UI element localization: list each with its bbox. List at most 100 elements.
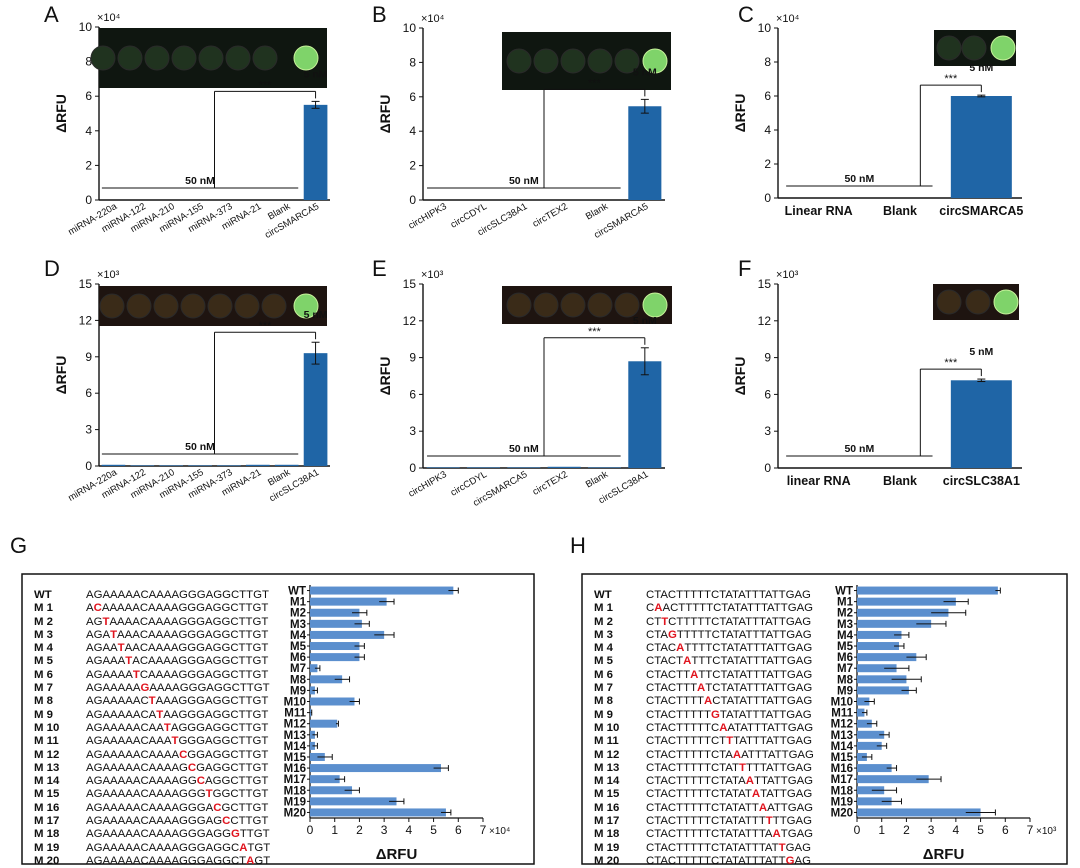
sequence-text: TGAG xyxy=(780,828,814,841)
sequence-row: M 4 AGAATAACAAAAGGGAGGCTTGT xyxy=(34,642,270,655)
significance-stars: *** xyxy=(944,73,958,85)
bar xyxy=(310,653,360,662)
plate-well xyxy=(587,292,613,318)
plate-well xyxy=(252,45,278,71)
group-concentration: 50 nM xyxy=(844,173,874,185)
target-concentration: 5 nM xyxy=(969,62,993,74)
panel-label: D xyxy=(44,256,60,281)
mutation-base: A xyxy=(732,748,742,761)
sequence-label: M 9 xyxy=(34,708,53,721)
y-tick-label: 6 xyxy=(85,386,92,400)
sequence-text: GT xyxy=(254,854,271,867)
y-tick-label: 6 xyxy=(764,89,771,103)
plate-well xyxy=(965,289,991,315)
chart-panel-h: H0 1 2 3 4 5 6 7 ×10³ΔRFUWTM1M2M3M4M5M6M7M8M9M10… xyxy=(570,533,1068,865)
bar xyxy=(857,697,870,706)
sequence-row: M 1 CAACTTTTTCTATATTTATTGAG xyxy=(594,602,814,615)
y-tick-label: 10 xyxy=(403,21,417,35)
plate-well xyxy=(614,48,640,74)
y-tick-label: 6 xyxy=(764,387,771,401)
y-tick-label: WT xyxy=(835,586,853,598)
sequence-label: M 12 xyxy=(34,748,60,761)
y-tick-label: M14 xyxy=(831,741,854,753)
sequence-row: M 6 CTACTTATTCTATATTTATTGAG xyxy=(594,669,814,682)
mutation-base: G xyxy=(667,628,677,641)
x-tick-label: 3 xyxy=(928,823,935,837)
sequence-row: M 2 AGTAAAACAAAAGGGAGGCTTGT xyxy=(34,616,270,629)
sequence-label: M 5 xyxy=(34,655,53,668)
sequence-text: TTGT xyxy=(239,828,270,841)
y-tick-label: M20 xyxy=(284,807,306,819)
y-tick-label: M1 xyxy=(837,597,854,609)
group-concentration: 50 nM xyxy=(185,441,215,453)
bar xyxy=(245,464,270,466)
sequence-row: M 19 AGAAAAACAAAAGGGAGGCATGT xyxy=(34,842,270,855)
sequence-text: AAAAGGGAGGCTTGT xyxy=(149,682,270,695)
sequence-label: M 2 xyxy=(594,615,613,628)
sequence-label: M 16 xyxy=(34,801,60,814)
plate-well xyxy=(180,293,206,319)
plate-well xyxy=(642,48,668,74)
bar xyxy=(547,466,581,468)
bar xyxy=(857,797,892,806)
sequence-text: TTTTCTATATTTATTGAG xyxy=(684,642,813,655)
target-concentration: 5 nM xyxy=(304,309,328,321)
y-tick-label: M13 xyxy=(284,730,306,742)
mutation-base: T xyxy=(765,815,773,828)
sequence-row: M 16 CTACTTTTTCTATATTAATTGAG xyxy=(594,802,814,815)
bar xyxy=(466,467,501,468)
y-tick-label: WT xyxy=(288,586,306,598)
x-tick-label: 2 xyxy=(356,823,363,837)
target-concentration: 5 nM xyxy=(304,68,328,80)
sequence-row: M 8 AGAAAAACTAAAGGGAGGCTTGT xyxy=(34,695,270,708)
sequence-label: M 9 xyxy=(594,708,613,721)
plate-well xyxy=(560,48,586,74)
x-tick-label: Blank xyxy=(883,474,917,488)
sequence-text: TATTGAG xyxy=(760,788,813,801)
sequence-label: M 15 xyxy=(34,788,60,801)
y-tick-label: M20 xyxy=(831,807,853,819)
panel-label: F xyxy=(738,256,751,281)
bar xyxy=(857,675,907,684)
mutation-base: G xyxy=(140,682,150,695)
bar xyxy=(857,730,885,739)
y-tick-label: M2 xyxy=(837,608,853,620)
sequence-label: M 7 xyxy=(594,682,613,695)
sequence-label: M 11 xyxy=(594,735,619,748)
sequence-text: GAGGCTTGT xyxy=(196,761,269,774)
sequence-text: A xyxy=(86,602,94,615)
mutation-base: T xyxy=(148,695,156,708)
mutation-base: A xyxy=(751,788,761,801)
bar xyxy=(274,464,299,466)
y-tick-label: M7 xyxy=(837,663,853,675)
y-tick-label: 6 xyxy=(85,89,92,103)
y-tick-label: 0 xyxy=(409,461,416,475)
sequence-label: M 4 xyxy=(34,642,53,655)
mutation-base: T xyxy=(739,761,746,774)
sequence-row: M 11 AGAAAAACAAATGGGAGGCTTGT xyxy=(34,735,270,748)
sequence-text: ACTTTTTCTATATTTATTGAG xyxy=(662,602,814,615)
mutation-base: A xyxy=(246,854,255,867)
sequence-label: M 8 xyxy=(594,695,613,708)
y-tick-label: M10 xyxy=(831,697,853,709)
sequence-text: CTACTTTTTCTA xyxy=(646,748,733,761)
x-tick-label: 0 xyxy=(854,823,861,837)
y-tick-label: M9 xyxy=(290,685,306,697)
bar xyxy=(310,797,397,806)
mutation-base: A xyxy=(697,682,706,695)
sequence-text: AGAAAAACAAAAGGGAGGCT xyxy=(86,854,247,867)
mutation-base: C xyxy=(93,602,102,615)
sequence-text: AGAAAAACAA xyxy=(86,721,164,734)
x-tick-label: 1 xyxy=(331,823,338,837)
sequence-text: TTGAG xyxy=(772,815,812,828)
y-tick-label: M17 xyxy=(831,774,853,786)
sequence-text: TTATTGAG xyxy=(753,775,814,788)
y-tick-label: M18 xyxy=(831,785,854,797)
sequence-text: GAG xyxy=(785,841,811,854)
y-tick-label: 0 xyxy=(764,191,771,205)
sequence-text: GGCTTGT xyxy=(212,788,269,801)
bar xyxy=(303,353,328,466)
sequence-label: M 2 xyxy=(34,615,53,628)
mutation-base: G xyxy=(785,854,795,867)
bar xyxy=(310,608,360,617)
